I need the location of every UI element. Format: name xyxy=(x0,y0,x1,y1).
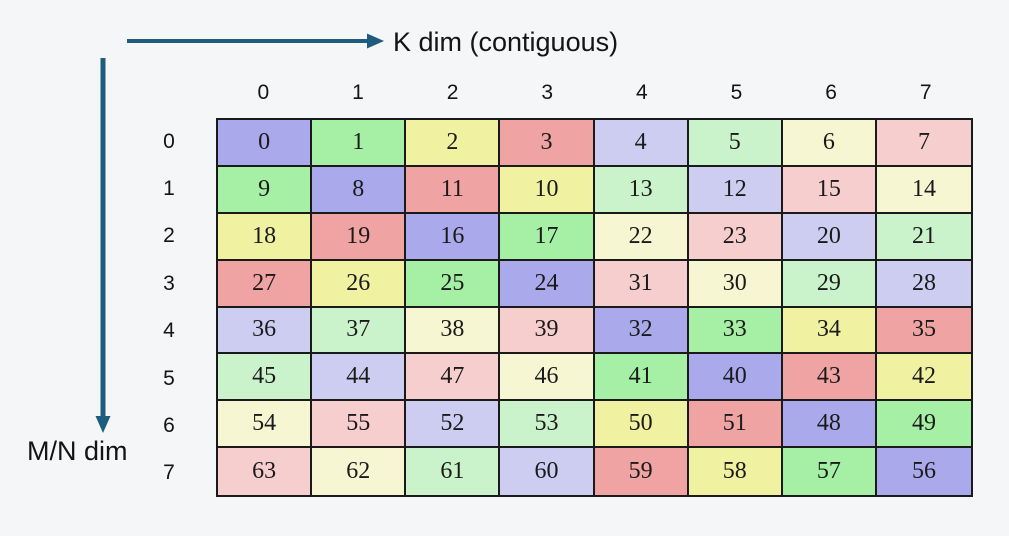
grid-cell: 62 xyxy=(312,448,407,495)
grid-cell: 7 xyxy=(876,120,971,167)
grid-cell: 29 xyxy=(782,260,877,308)
column-header-0: 0 xyxy=(257,81,270,104)
mn-dim-arrow xyxy=(95,58,111,433)
grid-cell: 15 xyxy=(782,166,877,214)
grid-cell: 41 xyxy=(594,354,689,402)
column-header-1: 1 xyxy=(352,81,364,104)
swizzle-grid: 0 1 2 3 4 5 6 7 9 8 11 10 13 12 15 14 18 19 16 17 22 23 20 21 27… xyxy=(216,118,973,497)
column-headers: 0 1 2 3 4 5 6 7 xyxy=(216,78,973,108)
grid-cell: 30 xyxy=(688,260,783,308)
grid-cell: 5 xyxy=(688,120,783,167)
grid-cell: 11 xyxy=(406,166,501,214)
grid-cell: 56 xyxy=(876,448,971,495)
grid-cell: 46 xyxy=(500,354,595,402)
grid-cell: 23 xyxy=(688,213,783,261)
row-header-7: 7 xyxy=(163,461,175,485)
grid-cell: 0 xyxy=(218,120,313,167)
grid-cell: 21 xyxy=(876,213,971,261)
grid-cell: 27 xyxy=(218,260,313,308)
grid-cell: 57 xyxy=(782,448,877,495)
grid-cell: 32 xyxy=(594,307,689,355)
grid-cell: 12 xyxy=(688,166,783,214)
grid-cell: 26 xyxy=(312,260,407,308)
mn-dim-label: M/N dim xyxy=(27,436,128,466)
grid-cell: 37 xyxy=(312,307,407,355)
grid-cell: 54 xyxy=(218,401,313,449)
grid-cell: 34 xyxy=(782,307,877,355)
grid-cell: 43 xyxy=(782,354,877,402)
column-header-6: 6 xyxy=(825,81,837,104)
row-header-5: 5 xyxy=(163,366,175,390)
grid-cell: 42 xyxy=(876,354,971,402)
grid-cell: 35 xyxy=(876,307,971,355)
row-header-4: 4 xyxy=(163,319,175,343)
k-dim-label: K dim (contiguous) xyxy=(393,27,619,57)
column-header-5: 5 xyxy=(730,81,743,104)
column-header-7: 7 xyxy=(919,81,932,104)
column-header-3: 3 xyxy=(541,81,554,104)
grid-cell: 8 xyxy=(312,166,407,214)
grid-cell: 22 xyxy=(594,213,689,261)
row-headers: 0 1 2 3 4 5 6 7 xyxy=(143,118,195,497)
grid-cell: 60 xyxy=(500,448,595,495)
grid-cell: 50 xyxy=(594,401,689,449)
grid-cell: 59 xyxy=(594,448,689,495)
grid-cell: 20 xyxy=(782,213,877,261)
grid-cell: 16 xyxy=(406,213,501,261)
row-header-2: 2 xyxy=(163,224,175,248)
grid-cell: 51 xyxy=(688,401,783,449)
grid-cell: 31 xyxy=(594,260,689,308)
grid-cell: 45 xyxy=(218,354,313,402)
grid-cell: 47 xyxy=(406,354,501,402)
grid-cell: 48 xyxy=(782,401,877,449)
grid-cell: 53 xyxy=(500,401,595,449)
k-dim-arrow xyxy=(127,33,384,49)
grid-cell: 4 xyxy=(594,120,689,167)
grid-cell: 38 xyxy=(406,307,501,355)
grid-cell: 39 xyxy=(500,307,595,355)
grid-cell: 13 xyxy=(594,166,689,214)
grid-cell: 3 xyxy=(500,120,595,167)
grid-cell: 58 xyxy=(688,448,783,495)
column-header-2: 2 xyxy=(446,81,459,104)
grid-cell: 36 xyxy=(218,307,313,355)
grid-cell: 1 xyxy=(312,120,407,167)
grid-cell: 25 xyxy=(406,260,501,308)
grid-cell: 61 xyxy=(406,448,501,495)
grid-cell: 24 xyxy=(500,260,595,308)
grid-cell: 17 xyxy=(500,213,595,261)
grid-cell: 28 xyxy=(876,260,971,308)
grid-cell: 33 xyxy=(688,307,783,355)
grid-cell: 44 xyxy=(312,354,407,402)
grid-cell: 49 xyxy=(876,401,971,449)
grid-cell: 52 xyxy=(406,401,501,449)
grid-cell: 63 xyxy=(218,448,313,495)
row-header-1: 1 xyxy=(163,177,175,201)
grid-cell: 40 xyxy=(688,354,783,402)
grid-cell: 6 xyxy=(782,120,877,167)
grid-cell: 14 xyxy=(876,166,971,214)
row-header-6: 6 xyxy=(163,413,175,437)
column-header-4: 4 xyxy=(635,81,648,104)
grid-cell: 9 xyxy=(218,166,313,214)
grid-cell: 18 xyxy=(218,213,313,261)
grid-cell: 19 xyxy=(312,213,407,261)
grid-cell: 55 xyxy=(312,401,407,449)
row-header-3: 3 xyxy=(163,271,175,295)
row-header-0: 0 xyxy=(163,129,175,153)
grid-cell: 2 xyxy=(406,120,501,167)
grid-cell: 10 xyxy=(500,166,595,214)
